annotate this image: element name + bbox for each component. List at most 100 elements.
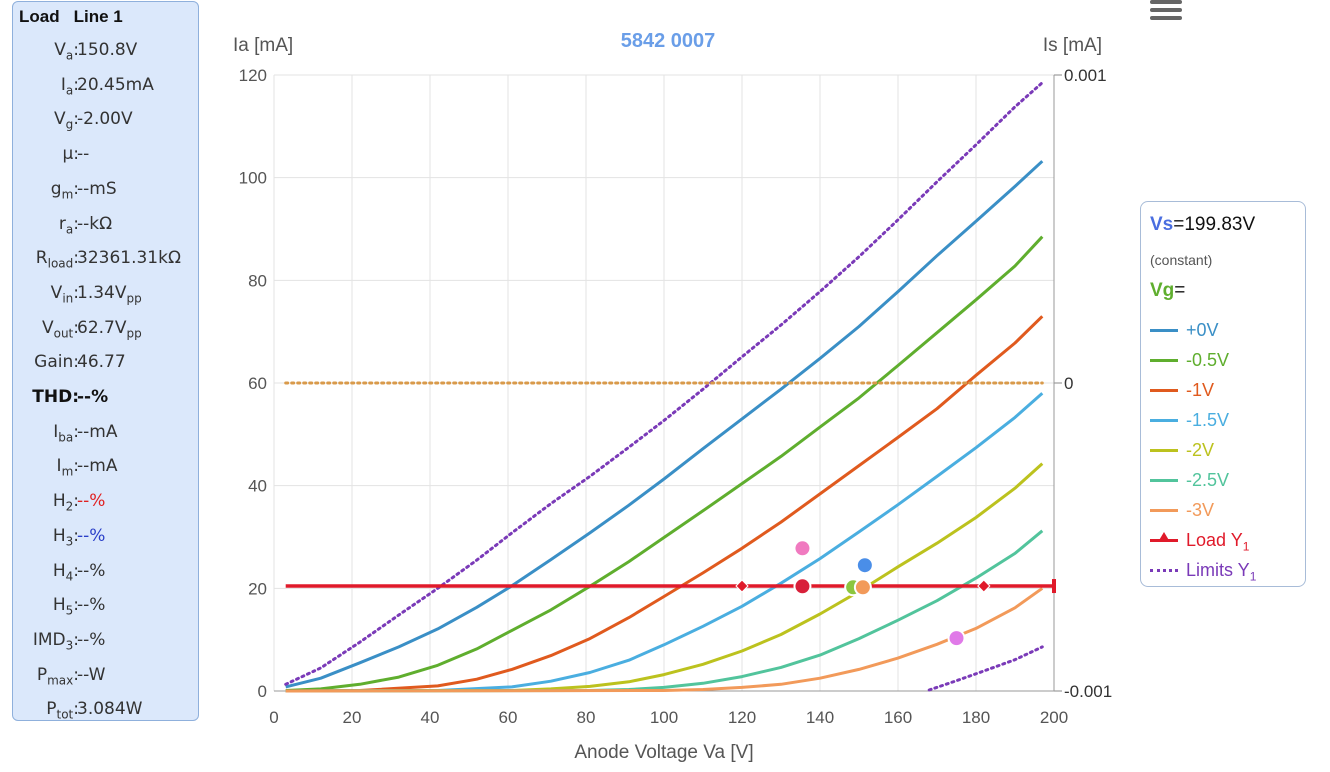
legend-swatch bbox=[1150, 419, 1178, 422]
legend-label: -1V bbox=[1186, 380, 1215, 400]
legend-item[interactable]: +0V bbox=[1150, 317, 1300, 343]
legend-label: Load Y1 bbox=[1186, 530, 1250, 554]
readout-label: Iba: bbox=[53, 421, 79, 445]
series-line bbox=[285, 160, 1044, 689]
legend-vs: Vs=199.83V bbox=[1150, 214, 1256, 235]
legend-label: -2V bbox=[1186, 440, 1215, 460]
readout-row: Iba: --mA bbox=[13, 417, 200, 447]
legend-item[interactable]: -0.5V bbox=[1150, 347, 1300, 373]
operating-point-marker[interactable] bbox=[947, 629, 966, 648]
load-line-group[interactable] bbox=[285, 579, 1056, 594]
load-line-marker[interactable] bbox=[735, 579, 749, 593]
readout-row: Ptot: 3.084W bbox=[13, 694, 200, 724]
legend-swatch bbox=[1150, 569, 1178, 572]
readout-label: Pmax: bbox=[36, 664, 79, 687]
readout-value: 150.8V bbox=[77, 40, 138, 60]
readout-row: gm: --mS bbox=[13, 174, 200, 204]
load-line-marker[interactable] bbox=[977, 579, 991, 593]
legend-item[interactable]: -3V bbox=[1150, 497, 1300, 523]
x-tick-label: 100 bbox=[650, 708, 678, 727]
legend-swatch bbox=[1150, 389, 1178, 392]
x-tick-label: 40 bbox=[421, 708, 440, 727]
x-tick-label: 80 bbox=[577, 708, 596, 727]
readout-value: 46.77 bbox=[77, 352, 126, 373]
x-tick-label: 180 bbox=[962, 708, 990, 727]
readout-value: --% bbox=[77, 595, 106, 616]
operating-point-marker[interactable] bbox=[793, 577, 812, 596]
readout-panel: Load Line 1 Va: 150.8V Ia: 20.45mA Vg: -2.00V μ… bbox=[12, 1, 200, 724]
readout-label: H2: bbox=[52, 491, 79, 514]
x-axis-label: Anode Voltage Va [V] bbox=[574, 742, 753, 763]
characteristic-chart: 0 20 40 60 80 100 120 140 160 180 200 0 20 40 60 80 100 1… bbox=[233, 30, 1113, 763]
x-tick-label: 140 bbox=[806, 708, 834, 727]
legend-item[interactable]: -2.5V bbox=[1150, 467, 1300, 493]
series-line bbox=[927, 645, 1044, 692]
readout-label: Vin: bbox=[50, 282, 79, 306]
operating-point-marker[interactable] bbox=[855, 556, 874, 575]
readout-label: THD: bbox=[32, 387, 79, 407]
legend-swatch bbox=[1150, 479, 1178, 482]
legend-item[interactable]: Load Y1 bbox=[1150, 527, 1300, 554]
readout-label: Ia: bbox=[60, 74, 79, 98]
readout-value: 62.7Vpp bbox=[77, 317, 142, 340]
readout-header: Load Line 1 bbox=[19, 7, 137, 27]
readout-row: THD: --% bbox=[13, 382, 200, 412]
legend-swatch bbox=[1150, 329, 1178, 332]
legend-item[interactable]: -1.5V bbox=[1150, 407, 1300, 433]
y-axis-label-right: Is [mA] bbox=[1043, 35, 1102, 56]
readout-row: Vin: 1.34Vpp bbox=[13, 278, 200, 308]
x-tick-label: 60 bbox=[499, 708, 518, 727]
readout-value: --mA bbox=[77, 456, 118, 477]
readout-value: 32361.31kΩ bbox=[77, 248, 181, 269]
operating-point-marker[interactable] bbox=[853, 578, 872, 597]
readout-row: μ: -- bbox=[13, 139, 200, 169]
legend-triangle-icon bbox=[1158, 532, 1170, 542]
legend-label: -2.5V bbox=[1186, 470, 1230, 490]
x-tick-label: 160 bbox=[884, 708, 912, 727]
readout-value: 1.34Vpp bbox=[77, 282, 142, 306]
chart-series bbox=[284, 81, 1044, 693]
y-tick-label: 0 bbox=[258, 682, 267, 701]
readout-row: Vg: -2.00V bbox=[13, 104, 200, 134]
operating-point-marker[interactable] bbox=[793, 539, 812, 558]
readout-value: --mS bbox=[77, 178, 117, 199]
readout-value: --% bbox=[77, 491, 106, 512]
readout-label: Gain: bbox=[34, 352, 79, 373]
readout-label: μ: bbox=[62, 144, 79, 165]
series-line bbox=[284, 81, 1044, 686]
legend-item[interactable]: Limits Y1 bbox=[1150, 557, 1300, 584]
readout-row: H5: --% bbox=[13, 590, 200, 620]
legend-constant: (constant) bbox=[1150, 252, 1213, 268]
y-tick-label: 100 bbox=[239, 169, 267, 188]
legend-label: Limits Y1 bbox=[1186, 560, 1257, 584]
x-tick-label: 0 bbox=[269, 708, 278, 727]
series-line bbox=[285, 462, 1044, 693]
readout-row: IMD3: --% bbox=[13, 625, 200, 655]
legend-swatch bbox=[1150, 509, 1178, 512]
readout-value: 3.084W bbox=[77, 699, 143, 720]
readout-row: Im: --mA bbox=[13, 451, 200, 481]
y-tick-label: 40 bbox=[248, 477, 267, 496]
hamburger-menu-icon[interactable] bbox=[1150, 0, 1182, 26]
legend-label: -3V bbox=[1186, 500, 1215, 520]
readout-label: Va: bbox=[54, 40, 79, 63]
chart-axes: 0 20 40 60 80 100 120 140 160 180 200 0 20 40 60 80 100 1… bbox=[239, 66, 1113, 727]
readout-value: --% bbox=[77, 560, 106, 581]
readout-label: Ptot: bbox=[46, 699, 79, 722]
legend-item[interactable]: -2V bbox=[1150, 437, 1300, 463]
legend-label: +0V bbox=[1186, 320, 1219, 340]
readout-label: Vg: bbox=[54, 109, 79, 132]
readout-row: Va: 150.8V bbox=[13, 35, 200, 65]
readout-value: --mA bbox=[77, 421, 118, 442]
readout-value: 20.45mA bbox=[77, 74, 154, 95]
readout-value: --W bbox=[77, 664, 106, 685]
y-right-tick-label: 0.001 bbox=[1064, 66, 1107, 85]
readout-label: Im: bbox=[56, 456, 79, 479]
y-tick-label: 120 bbox=[239, 66, 267, 85]
y-tick-label: 20 bbox=[248, 579, 267, 598]
readout-load-tab[interactable]: Load bbox=[19, 7, 60, 26]
legend-label: -1.5V bbox=[1186, 410, 1230, 430]
readout-value: --% bbox=[77, 525, 106, 546]
series-line bbox=[285, 587, 1044, 693]
legend-item[interactable]: -1V bbox=[1150, 377, 1300, 403]
